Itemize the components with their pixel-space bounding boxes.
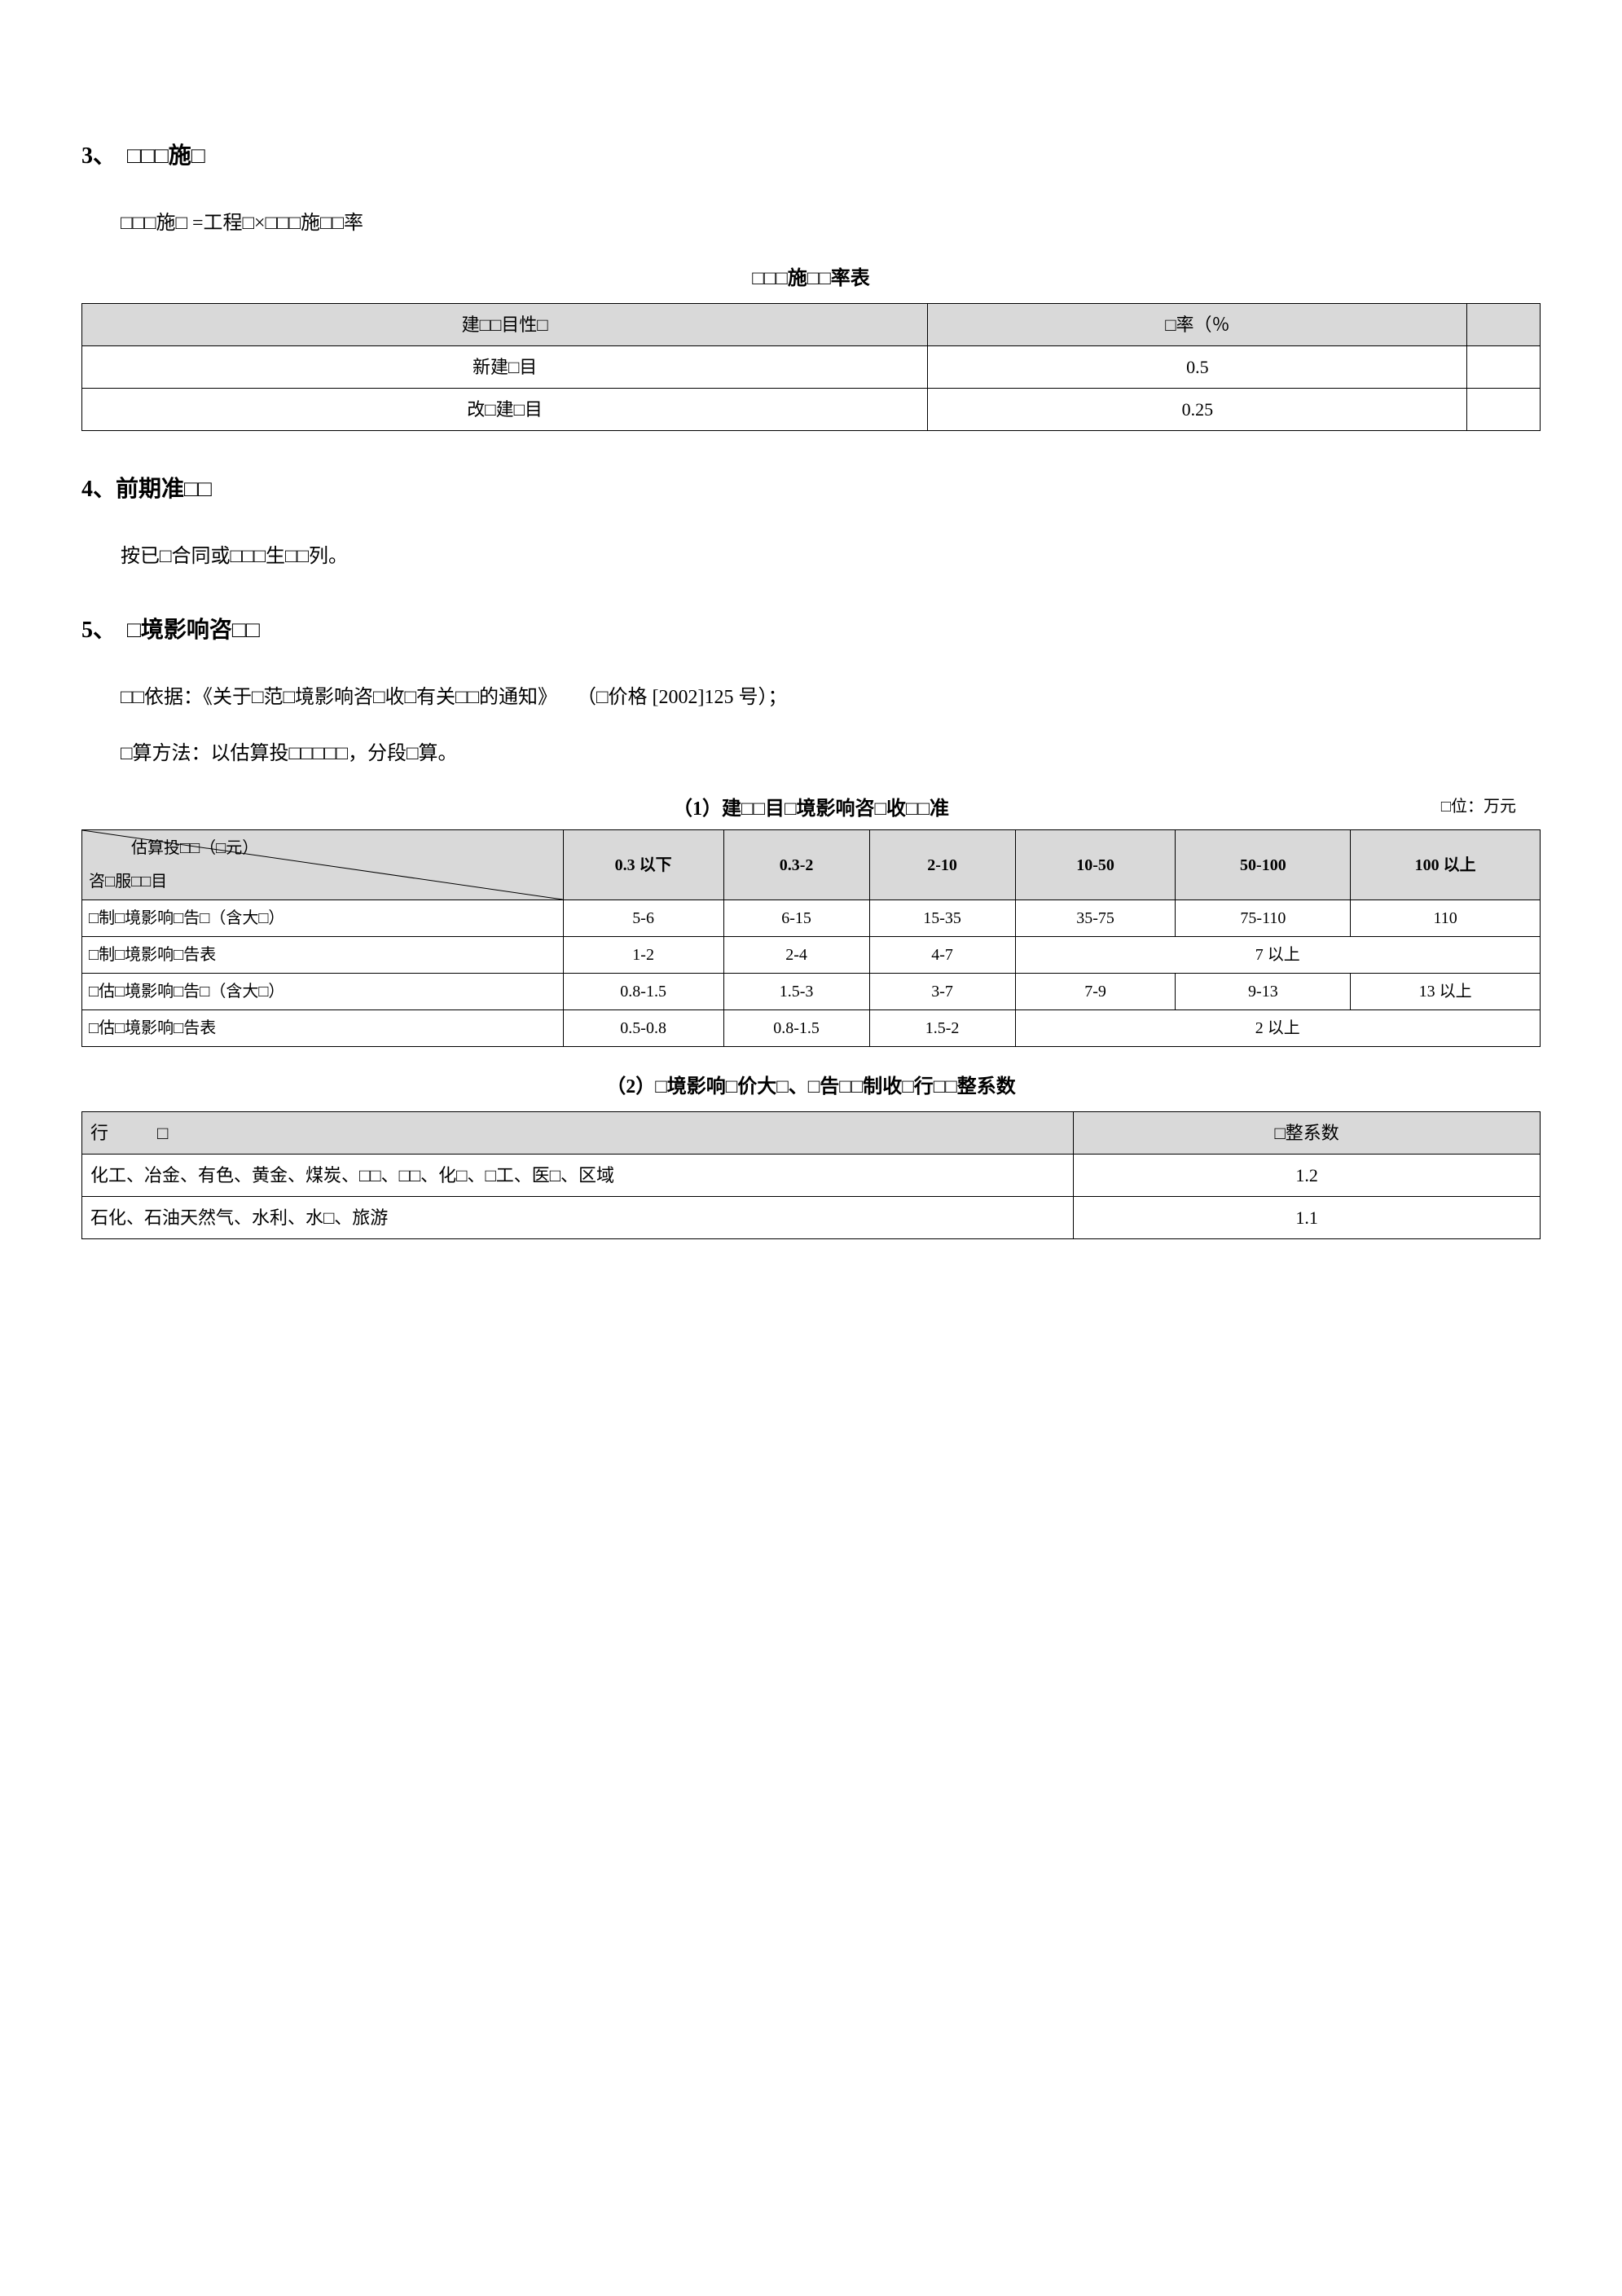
diag-bottom-label: 咨□服□□目 [89, 869, 167, 895]
table-row: 新建□目 0.5 [82, 345, 1541, 388]
col-header: □整系数 [1074, 1111, 1541, 1154]
table-row: 行□ □整系数 [82, 1111, 1541, 1154]
cell: 15-35 [869, 900, 1015, 937]
cell: 0.5-0.8 [563, 1010, 723, 1047]
col-header-2: □率（％ [928, 303, 1467, 345]
cell: 0.8-1.5 [563, 974, 723, 1010]
cell: 110 [1351, 900, 1541, 937]
cell: 1.1 [1074, 1197, 1541, 1239]
cell: 0.5 [928, 345, 1467, 388]
section-5-heading: 5、 □境影响咨□□ [81, 613, 1541, 649]
table-row: 建□□目性□ □率（％ [82, 303, 1541, 345]
table-row: □估□境影响□告□（含大□） 0.8-1.5 1.5-3 3-7 7-9 9-1… [82, 974, 1541, 1010]
fee-standard-table: 估算投□□（□元） 咨□服□□目 0.3 以下 0.3-2 2-10 10-50… [81, 829, 1541, 1047]
table-row: □制□境影响□告表 1-2 2-4 4-7 7 以上 [82, 937, 1541, 974]
cell: 石化、石油天然气、水利、水□、旅游 [82, 1197, 1074, 1239]
table-row: □估□境影响□告表 0.5-0.8 0.8-1.5 1.5-2 2 以上 [82, 1010, 1541, 1047]
row-label: □制□境影响□告□（含大□） [82, 900, 564, 937]
cell: 1.2 [1074, 1154, 1541, 1196]
col-header: 0.3-2 [723, 830, 869, 900]
cell: 改□建□目 [82, 388, 928, 430]
cell [1467, 388, 1541, 430]
row-label: □制□境影响□告表 [82, 937, 564, 974]
col-header: 10-50 [1015, 830, 1176, 900]
col-header-3 [1467, 303, 1541, 345]
cell: 化工、冶金、有色、黄金、煤炭、□□、□□、化□、□工、医□、区域 [82, 1154, 1074, 1196]
cell: 2-4 [723, 937, 869, 974]
row-label: □估□境影响□告□（含大□） [82, 974, 564, 1010]
cell: 0.25 [928, 388, 1467, 430]
col-header: 2-10 [869, 830, 1015, 900]
section-3-heading: 3、 □□□施□ [81, 139, 1541, 175]
col-header: 100 以上 [1351, 830, 1541, 900]
cell: 1.5-3 [723, 974, 869, 1010]
table-row: □制□境影响□告□（含大□） 5-6 6-15 15-35 35-75 75-1… [82, 900, 1541, 937]
cell [1467, 345, 1541, 388]
table-3-caption: （2）□境影响□价大□、□告□□制收□行□□整系数 [81, 1071, 1541, 1102]
table-2-caption: （1）建□□目□境影响咨□收□□准 [673, 794, 949, 825]
cell: 13 以上 [1351, 974, 1541, 1010]
col-header: 0.3 以下 [563, 830, 723, 900]
diagonal-header: 估算投□□（□元） 咨□服□□目 [82, 830, 564, 900]
cell: 75-110 [1176, 900, 1351, 937]
table-row: 估算投□□（□元） 咨□服□□目 0.3 以下 0.3-2 2-10 10-50… [82, 830, 1541, 900]
cell: 7-9 [1015, 974, 1176, 1010]
cell: 5-6 [563, 900, 723, 937]
cell: 0.8-1.5 [723, 1010, 869, 1047]
section-5-basis: □□依据：《关于□范□境影响咨□收□有关□□的通知》 （□价格 [2002]12… [121, 682, 1541, 713]
row-label: □估□境影响□告表 [82, 1010, 564, 1047]
cell: 4-7 [869, 937, 1015, 974]
cell: 9-13 [1176, 974, 1351, 1010]
table-2-caption-row: （1）建□□目□境影响咨□收□□准 □位：万元 [81, 794, 1541, 825]
section-4-text: 按已□合同或□□□生□□列。 [121, 541, 1541, 572]
col-header: 50-100 [1176, 830, 1351, 900]
cell: 1-2 [563, 937, 723, 974]
table-row: 石化、石油天然气、水利、水□、旅游 1.1 [82, 1197, 1541, 1239]
col-header: 行□ [82, 1111, 1074, 1154]
section-3-formula: □□□施□ =工程□×□□□施□□率 [121, 208, 1541, 239]
section-4-heading: 4、前期准□□ [81, 472, 1541, 508]
rate-table: 建□□目性□ □率（％ 新建□目 0.5 改□建□目 0.25 [81, 303, 1541, 432]
table-1-caption: □□□施□□率表 [81, 263, 1541, 294]
table-2-unit: □位：万元 [1441, 794, 1516, 820]
cell: 6-15 [723, 900, 869, 937]
table-row: 化工、冶金、有色、黄金、煤炭、□□、□□、化□、□工、医□、区域 1.2 [82, 1154, 1541, 1196]
col-header-1: 建□□目性□ [82, 303, 928, 345]
adjustment-table: 行□ □整系数 化工、冶金、有色、黄金、煤炭、□□、□□、化□、□工、医□、区域… [81, 1111, 1541, 1240]
cell: 1.5-2 [869, 1010, 1015, 1047]
diag-top-label: 估算投□□（□元） [131, 835, 258, 861]
cell: 2 以上 [1015, 1010, 1540, 1047]
table-row: 改□建□目 0.25 [82, 388, 1541, 430]
section-5-method: □算方法：以估算投□□□□□，分段□算。 [121, 738, 1541, 769]
cell: 7 以上 [1015, 937, 1540, 974]
cell: 3-7 [869, 974, 1015, 1010]
cell: 新建□目 [82, 345, 928, 388]
cell: 35-75 [1015, 900, 1176, 937]
